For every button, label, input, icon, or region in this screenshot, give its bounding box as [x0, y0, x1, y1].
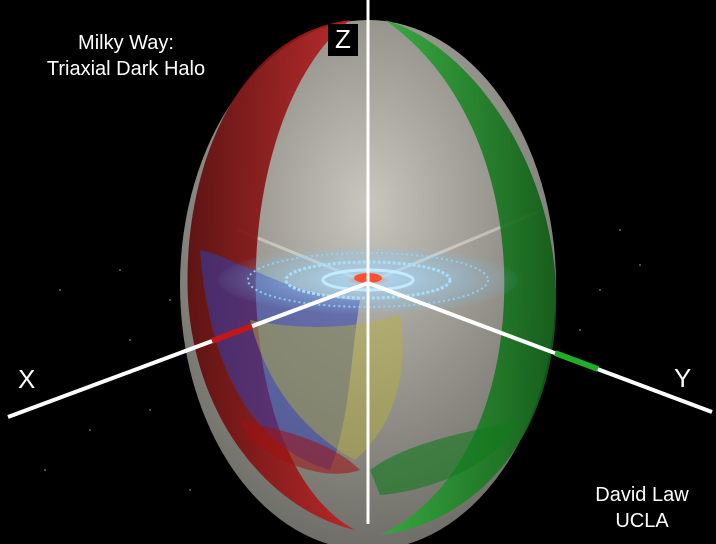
credit: David Law UCLA	[568, 482, 716, 534]
x-axis-red-band	[210, 323, 254, 344]
y-axis-green-band	[553, 350, 600, 372]
red-shell	[187, 20, 355, 530]
y-axis-label: Y	[674, 363, 692, 393]
x-axis-front	[7, 281, 369, 419]
yellow-lobe	[250, 315, 403, 460]
credit-author: David Law	[595, 484, 689, 506]
diagram-title: Milky Way: Triaxial Dark Halo	[6, 30, 246, 82]
title-line-1: Milky Way:	[78, 32, 174, 54]
star-field	[44, 229, 641, 491]
z-axis-label: Z	[328, 24, 358, 56]
title-line-2: Triaxial Dark Halo	[46, 58, 206, 80]
y-axis-front	[367, 281, 713, 414]
green-shell	[380, 20, 557, 535]
x-axis-label: X	[18, 364, 36, 394]
red-lower-lobe	[240, 420, 360, 474]
green-lower-lobe	[370, 420, 520, 495]
credit-institution: UCLA	[615, 510, 669, 532]
